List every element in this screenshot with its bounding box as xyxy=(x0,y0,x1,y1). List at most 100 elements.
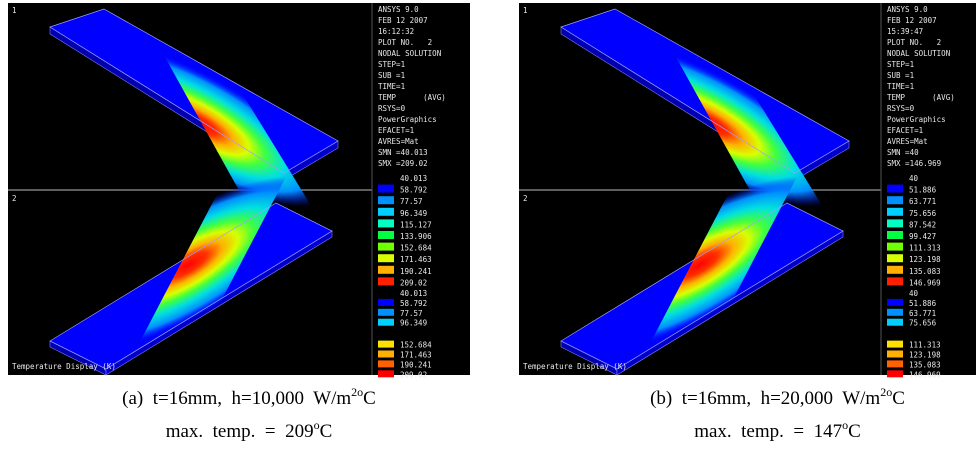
info-line: TEMP (AVG) xyxy=(378,93,446,102)
info-line: 15:39:47 xyxy=(887,27,923,36)
info-line: SMN =40 xyxy=(887,148,919,157)
info-line: ANSYS 9.0 xyxy=(378,5,419,14)
info-line: AVRES=Mat xyxy=(887,137,928,146)
legend-label: 75.656 xyxy=(909,209,937,218)
viewport-label: 2 xyxy=(523,194,528,203)
legend-label: 51.886 xyxy=(909,186,937,195)
info-line: 16:12:32 xyxy=(378,27,414,36)
info-line: RSYS=0 xyxy=(378,104,406,113)
info-line: TIME=1 xyxy=(378,82,405,91)
caption-text: (b) t=16mm, h=20,000 W/m xyxy=(650,388,880,409)
legend-label: 171.463 xyxy=(400,255,432,264)
legend-swatch xyxy=(378,299,394,306)
legend-label: 135.083 xyxy=(909,360,941,369)
legend-label: 51.886 xyxy=(909,299,937,308)
legend-swatch xyxy=(887,266,903,274)
info-line: SMN =40.013 xyxy=(378,148,428,157)
legend-swatch xyxy=(887,370,903,377)
legend-label: 111.313 xyxy=(909,244,941,253)
legend-swatch xyxy=(887,231,903,239)
info-line: EFACET=1 xyxy=(378,126,414,135)
legend-label: 135.083 xyxy=(909,267,941,276)
legend-label: 115.127 xyxy=(400,220,432,229)
legend-label: 146.969 xyxy=(909,278,941,287)
legend-label: 209.02 xyxy=(400,370,427,379)
legend-swatch xyxy=(378,309,394,316)
info-line: TEMP (AVG) xyxy=(887,93,955,102)
legend-label: 87.542 xyxy=(909,220,936,229)
info-line: NODAL SOLUTION xyxy=(887,49,950,58)
legend-swatch xyxy=(378,231,394,239)
legend-swatch xyxy=(887,219,903,227)
info-line: PLOT NO. 2 xyxy=(887,38,941,47)
legend-swatch xyxy=(378,351,394,358)
caption-text: max. temp. = 209 xyxy=(166,421,314,442)
legend-swatch xyxy=(378,185,394,193)
legend-label: 190.241 xyxy=(400,267,432,276)
legend-label: 152.684 xyxy=(400,244,432,253)
legend-swatch xyxy=(378,277,394,285)
info-line: SMX =209.02 xyxy=(378,159,428,168)
legend-swatch xyxy=(887,243,903,251)
legend-label: 190.241 xyxy=(400,360,432,369)
legend-swatch xyxy=(887,341,903,348)
info-line: SUB =1 xyxy=(887,71,914,80)
legend-label: 123.198 xyxy=(909,255,941,264)
legend-label: 209.02 xyxy=(400,278,427,287)
viewport-label: 1 xyxy=(12,6,17,15)
legend-swatch xyxy=(887,196,903,204)
legend-swatch xyxy=(887,360,903,367)
legend-label: 63.771 xyxy=(909,309,936,318)
caption-text: C xyxy=(363,388,376,409)
caption-text: C xyxy=(892,388,905,409)
info-line: SUB =1 xyxy=(378,71,405,80)
info-line: STEP=1 xyxy=(378,60,405,69)
legend-label: 133.906 xyxy=(400,232,432,241)
legend-swatch xyxy=(378,208,394,216)
legend-label: 40 xyxy=(909,289,919,298)
legend-label: 77.57 xyxy=(400,197,423,206)
legend-label: 63.771 xyxy=(909,197,936,206)
caption-text: C xyxy=(320,421,333,442)
caption-superscript: 2o xyxy=(880,385,892,399)
viewport-label: 1 xyxy=(523,6,528,15)
legend-label: 96.349 xyxy=(400,319,427,328)
legend-swatch xyxy=(887,277,903,285)
display-label: Temperature Display (K) xyxy=(12,362,116,371)
legend-swatch xyxy=(378,243,394,251)
legend-swatch xyxy=(887,319,903,326)
legend-label: 40.013 xyxy=(400,174,427,183)
caption: max. temp. = 209oC xyxy=(166,418,333,442)
legend-label: 75.656 xyxy=(909,319,937,328)
legend-label: 146.969 xyxy=(909,370,941,379)
legend-swatch xyxy=(887,299,903,306)
legend-label: 40.013 xyxy=(400,289,427,298)
caption-text: max. temp. = 147 xyxy=(694,421,842,442)
legend-label: 58.792 xyxy=(400,299,427,308)
legend-label: 58.792 xyxy=(400,186,427,195)
info-line: FEB 12 2007 xyxy=(378,16,428,25)
caption-superscript: 2o xyxy=(351,385,363,399)
legend-swatch xyxy=(378,370,394,377)
legend-swatch xyxy=(887,309,903,316)
ansys-window: 12Temperature Display (K)ANSYS 9.0FEB 12… xyxy=(519,3,976,385)
legend-swatch xyxy=(887,208,903,216)
legend-label: 77.57 xyxy=(400,309,423,318)
caption: (a) t=16mm, h=10,000 W/m2oC xyxy=(122,385,376,409)
ansys-window: 1 2 Temperature Display (K) ANSYS 9.0 FEB 12… xyxy=(8,3,470,385)
viewport-label: 2 xyxy=(12,194,17,203)
legend-swatch xyxy=(887,351,903,358)
info-line: STEP=1 xyxy=(887,60,914,69)
legend-swatch xyxy=(378,266,394,274)
info-line: SMX =146.969 xyxy=(887,159,941,168)
legend-swatch xyxy=(378,341,394,348)
legend-swatch xyxy=(378,360,394,367)
info-line: PowerGraphics xyxy=(887,115,946,124)
legend-swatch xyxy=(887,185,903,193)
legend-swatch xyxy=(378,219,394,227)
legend-label: 111.313 xyxy=(909,341,941,350)
caption: max. temp. = 147oC xyxy=(694,418,861,442)
info-line: AVRES=Mat xyxy=(378,137,419,146)
info-line: RSYS=0 xyxy=(887,104,915,113)
legend-label: 96.349 xyxy=(400,209,427,218)
